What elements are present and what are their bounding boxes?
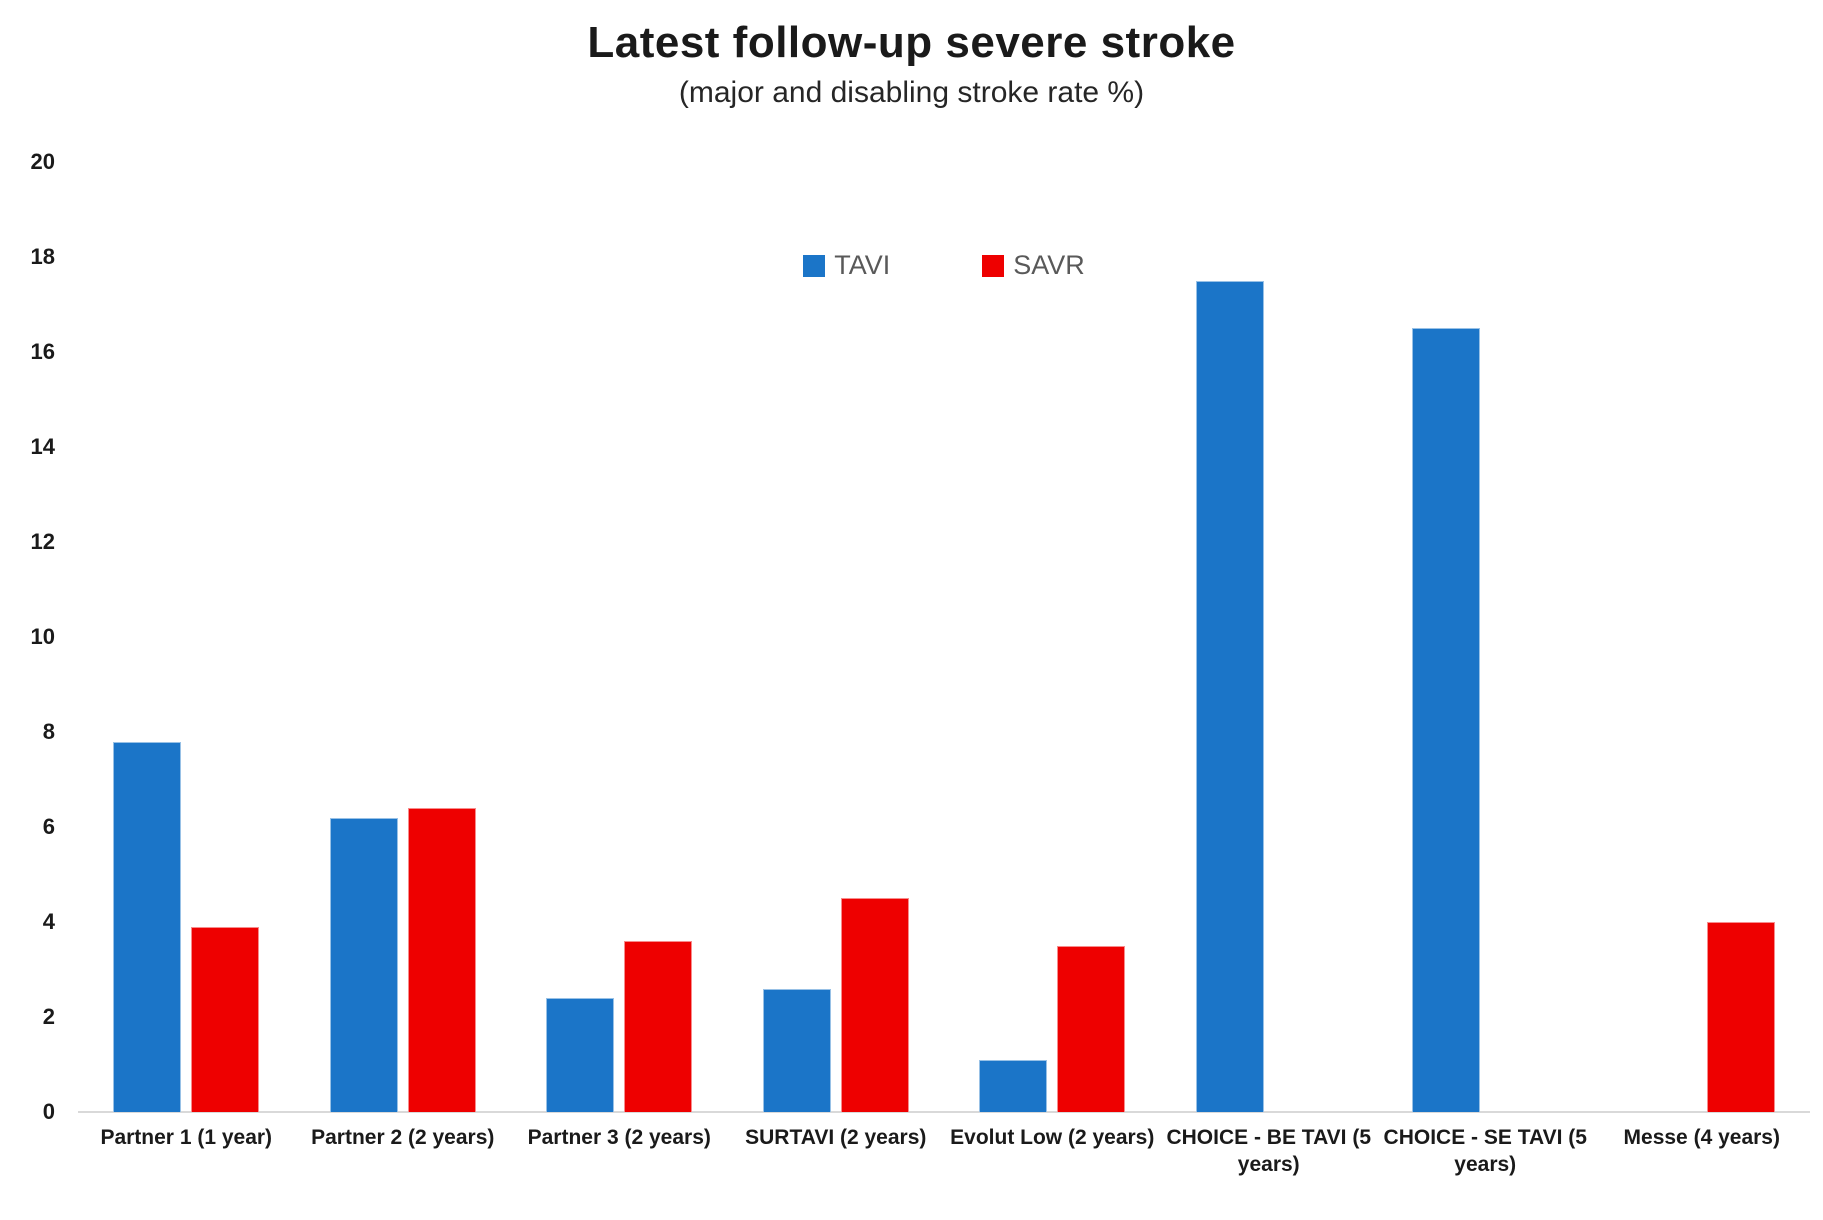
y-tick-label-20: 20 bbox=[30, 149, 55, 174]
savr-swatch-icon bbox=[982, 254, 1005, 277]
x-axis-labels: Partner 1 (1 year) Partner 2 (2 years) Par… bbox=[78, 1124, 1810, 1204]
bar-savr-4 bbox=[840, 898, 909, 1112]
tavi-legend-label: TAVI bbox=[834, 250, 891, 280]
bar-tavi-6 bbox=[1195, 280, 1264, 1112]
bar-tavi-5 bbox=[979, 1059, 1048, 1112]
x-axis-label-5: Evolut Low (2 years) bbox=[950, 1126, 1155, 1149]
x-axis-label-7: CHOICE - SE TAVI (5 years) bbox=[1383, 1126, 1587, 1176]
y-tick-label-18: 18 bbox=[30, 244, 55, 269]
plot-area bbox=[78, 162, 1810, 1113]
legend-item-savr: SAVR bbox=[982, 250, 1085, 281]
x-axis-label-8: Messe (4 years) bbox=[1623, 1126, 1780, 1149]
chart-title: Latest follow-up severe stroke bbox=[587, 18, 1236, 67]
legend-item-tavi: TAVI bbox=[803, 250, 890, 281]
y-axis: 0 2 4 6 8 10 12 14 16 18 20 bbox=[0, 0, 55, 1220]
bar-savr-1 bbox=[191, 926, 260, 1112]
bar-savr-3 bbox=[624, 941, 693, 1112]
legend: TAVI SAVR bbox=[78, 250, 1810, 281]
bar-savr-5 bbox=[1057, 945, 1126, 1112]
y-tick-label-14: 14 bbox=[30, 434, 55, 459]
y-tick-label-8: 8 bbox=[42, 719, 55, 744]
bar-tavi-1 bbox=[113, 741, 182, 1112]
bar-tavi-3 bbox=[546, 998, 615, 1112]
y-tick-label-2: 2 bbox=[42, 1004, 55, 1029]
bar-tavi-2 bbox=[329, 817, 398, 1112]
x-axis-label-3: Partner 3 (2 years) bbox=[527, 1126, 711, 1149]
y-tick-label-10: 10 bbox=[30, 624, 55, 649]
y-tick-label-12: 12 bbox=[30, 529, 55, 554]
x-axis-label-6: CHOICE - BE TAVI (5 years) bbox=[1166, 1126, 1372, 1176]
y-tick-label-4: 4 bbox=[42, 909, 55, 934]
chart-subtitle: (major and disabling stroke rate %) bbox=[678, 76, 1145, 109]
x-axis-line bbox=[78, 1111, 1810, 1113]
y-tick-label-0: 0 bbox=[42, 1099, 55, 1124]
x-axis-label-4: SURTAVI (2 years) bbox=[745, 1126, 927, 1149]
bar-tavi-4 bbox=[762, 988, 831, 1112]
bar-savr-2 bbox=[407, 808, 476, 1112]
x-axis-label-1: Partner 1 (1 year) bbox=[100, 1126, 273, 1149]
y-tick-label-6: 6 bbox=[42, 814, 55, 839]
bar-savr-8 bbox=[1706, 922, 1775, 1112]
tavi-swatch-icon bbox=[803, 254, 826, 277]
x-axis-label-2: Partner 2 (2 years) bbox=[311, 1126, 495, 1149]
savr-legend-label: SAVR bbox=[1013, 250, 1085, 280]
y-tick-label-16: 16 bbox=[30, 339, 55, 364]
bar-tavi-7 bbox=[1412, 328, 1481, 1112]
